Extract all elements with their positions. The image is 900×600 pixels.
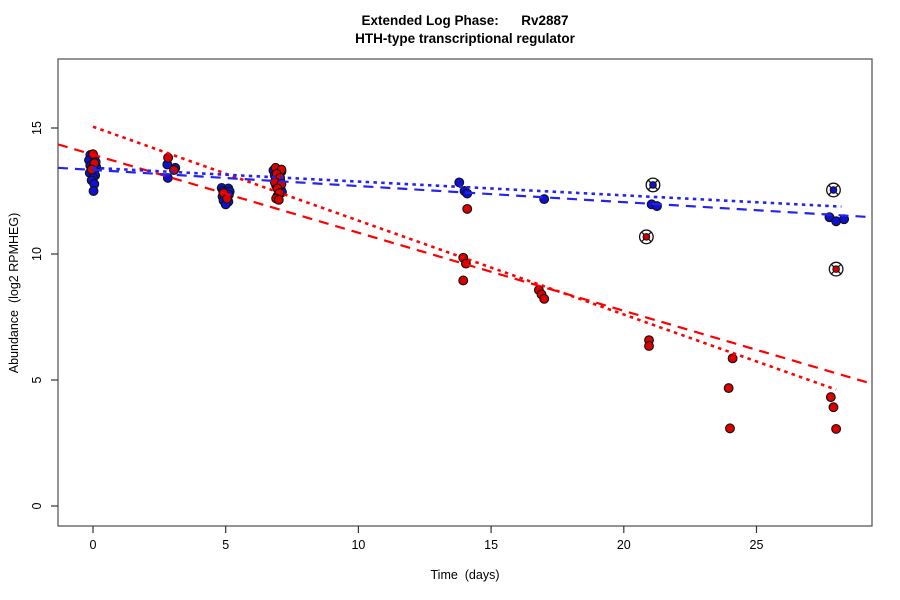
data-point-red-points [723, 383, 734, 394]
x-tick-label: 10 [351, 538, 365, 552]
data-point-blue-points [539, 194, 550, 205]
data-point-red-points [727, 353, 738, 364]
data-point-red-points [644, 341, 654, 351]
trend-line-red-dotted-fit [92, 125, 837, 391]
data-point-blue-points [831, 216, 842, 227]
outlier-point-blue-circled-outliers [829, 186, 838, 194]
y-tick-label: 15 [30, 121, 44, 135]
chart-title-line2: HTH-type transcriptional regulator [355, 31, 575, 46]
data-point-red-points [825, 392, 836, 403]
plot-box [57, 58, 873, 527]
x-tick-label: 5 [222, 538, 229, 552]
y-axis-label: Abundance (log2 RPMHEG) [7, 212, 21, 374]
outlier-point-red-circled-outliers [832, 265, 840, 273]
data-point-red-points [458, 275, 469, 286]
data-point-red-points [725, 423, 735, 434]
data-point-blue-points [88, 186, 99, 196]
data-point-red-points [828, 402, 839, 413]
chart-title-line1: Extended Log Phase: Rv2887 [361, 13, 569, 28]
trend-line-blue-dotted-fit [92, 166, 842, 208]
x-tick-label: 0 [90, 538, 97, 552]
trend-line-red-dashed-fit [57, 143, 873, 385]
data-point-red-points [831, 423, 842, 434]
y-tick-label: 0 [30, 502, 44, 509]
data-point-red-points [273, 194, 284, 205]
y-tick-label: 5 [30, 376, 44, 383]
data-point-red-points [539, 293, 550, 304]
outlier-point-blue-circled-outliers [649, 181, 657, 189]
y-tick-label: 10 [30, 247, 44, 261]
chart-title: Extended Log Phase: Rv2887 HTH-type tran… [58, 12, 872, 48]
outlier-point-red-circled-outliers [642, 233, 651, 241]
x-tick-label: 25 [750, 538, 764, 552]
data-point-red-points [462, 203, 473, 214]
x-tick-label: 15 [484, 538, 498, 552]
x-tick-label: 20 [617, 538, 631, 552]
x-axis-label: Time (days) [430, 568, 500, 582]
